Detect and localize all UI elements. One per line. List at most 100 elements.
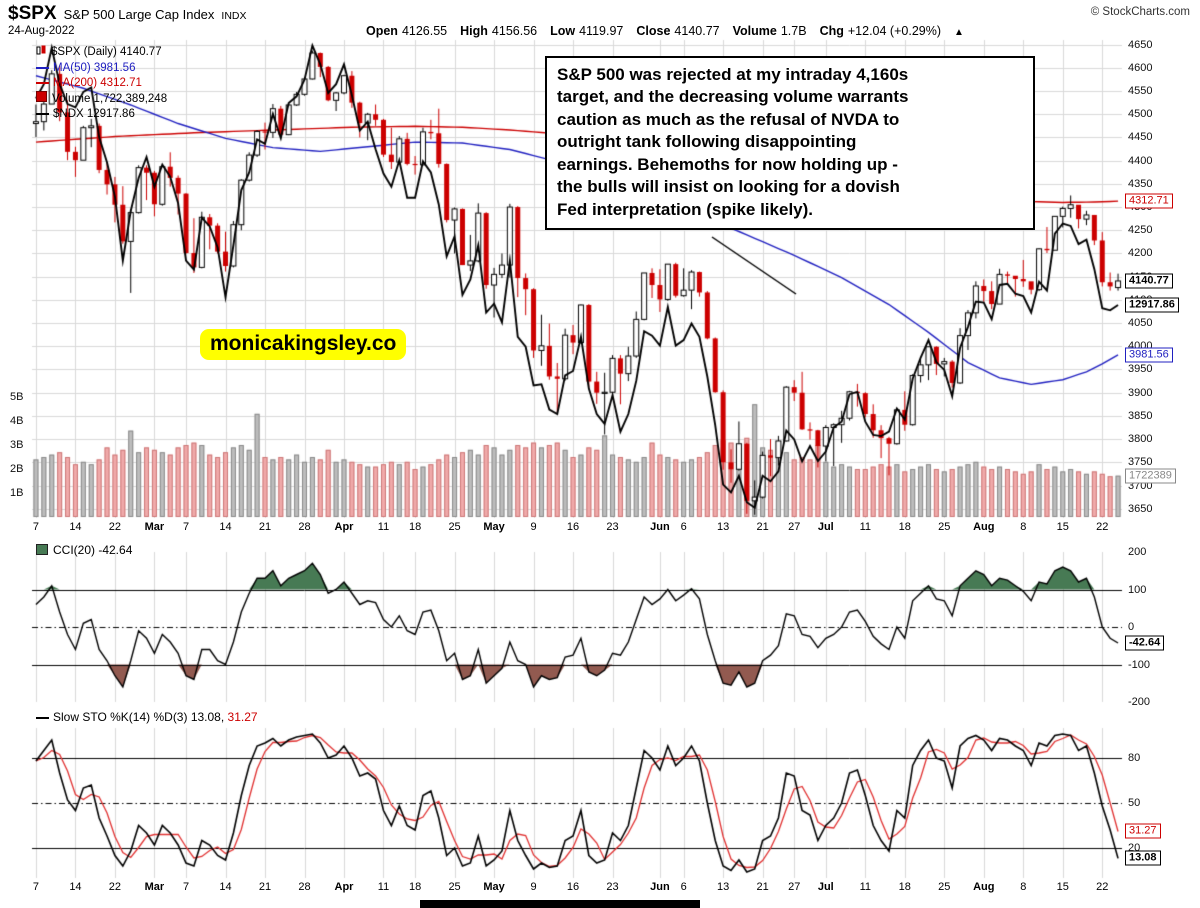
legend-spx: $SPX (Daily) 4140.77 [51,46,162,58]
annotation-line: outright tank following disappointing [557,132,857,152]
x-axis-label: 8 [1020,521,1027,533]
volume-axis-label: 5B [10,391,24,403]
x-axis-label: 6 [680,521,687,533]
axis-callout: 4312.71 [1125,193,1173,209]
ma200-line-icon [36,81,49,84]
sto-line-icon [36,716,49,719]
quote-bar: Open 4126.55 High 4156.56 Low 4119.97 Close 414… [366,24,964,38]
index-name: S&P 500 Large Cap Index [63,7,215,22]
quote-value: 1.7B [780,24,807,38]
sto-label-red: 31.27 [227,710,258,724]
x-axis-label: Jul [817,881,834,893]
x-axis-label: 21 [258,881,272,893]
x-axis-label: 18 [898,881,911,893]
axis-callout: 13.08 [1125,850,1161,866]
x-axis-label: 7 [182,521,190,533]
legend-ndx-row: $NDX 12917.86 [36,107,167,122]
cci-icon [36,544,48,555]
chart-date: 24-Aug-2022 [8,25,75,37]
x-axis-label: 21 [756,881,769,893]
x-axis-label: 15 [1056,521,1069,533]
cci-label-text: CCI(20) -42.64 [53,543,133,557]
x-axis-label: Apr [334,881,354,893]
quote-label: Volume [732,24,777,38]
annotation-line: caution as much as the refusal of NVDA t… [557,109,900,129]
annotation-line: target, and the decreasing volume warran… [557,87,909,107]
axis-callout: -42.64 [1125,635,1165,651]
x-axis-label: 25 [938,881,951,893]
x-axis-label: Mar [144,521,165,533]
price-axis-label: 4500 [1128,108,1153,121]
x-axis-label: 7 [32,881,39,893]
x-axis-label: 25 [938,521,951,533]
x-axis-label: Apr [334,521,354,533]
ma50-line-icon [36,66,49,69]
quote-label: Chg [819,24,844,38]
legend-ma50-row: MA(50) 3981.56 [36,61,167,76]
quote-label: Close [636,24,671,38]
header: $SPX S&P 500 Large Cap Index INDX [8,3,247,25]
x-axis-label: 8 [1020,881,1027,893]
x-axis-label: 11 [377,521,390,533]
x-axis-label: 7 [182,881,190,893]
x-axis-label: 9 [530,881,537,893]
cci-axis-label: 0 [1128,621,1135,633]
sto-axis-label: 50 [1128,797,1141,809]
x-axis-label: May [483,881,505,893]
x-axis-label: 18 [408,881,422,893]
x-axis-label: 11 [859,521,871,533]
x-axis-label: 25 [448,881,461,893]
x-axis-label: 22 [108,521,122,533]
x-axis-label: 22 [1096,521,1109,533]
x-axis-label: 16 [566,521,580,533]
cci-axis-label: -200 [1128,696,1151,708]
quote-label: Low [550,24,576,38]
annotation-line: S&P 500 was rejected at my intraday 4,16… [557,65,909,84]
volume-axis-label: 1B [10,487,24,499]
x-axis-label: 11 [377,881,390,893]
x-axis-label: 22 [1096,881,1109,893]
x-axis-label: 27 [788,881,801,893]
price-axis-label: 4050 [1128,317,1153,330]
x-axis-label: 18 [408,521,422,533]
x-axis-label: 13 [716,521,730,533]
ndx-line-icon [36,112,49,115]
x-axis-label: Aug [973,881,995,893]
legend-ndx: $NDX 12917.86 [53,108,135,120]
price-axis-label: 3650 [1128,502,1153,515]
legend-volume-row: Volume 1,722,389,248 [36,91,167,107]
price-axis-label: 4600 [1128,61,1153,74]
volume-axis-label: 2B [10,463,24,475]
x-axis-label: 15 [1056,881,1069,893]
legend: $SPX (Daily) 4140.77 MA(50) 3981.56 MA(2… [36,45,167,122]
quote-value: 4126.55 [401,24,448,38]
x-axis-label: 14 [219,881,232,893]
price-axis-label: 3750 [1128,456,1153,469]
price-axis-label: 4250 [1128,224,1153,237]
price-axis-label: 4400 [1128,154,1153,167]
quote-value: 4156.56 [491,24,538,38]
annotation-line: the bulls will insist on looking for a d… [557,177,900,197]
candlestick-icon [36,45,47,61]
quote-label: High [460,24,488,38]
annotation-line: Fed interpretation (spike likely). [557,199,814,219]
axis-callout: 12917.86 [1125,297,1179,313]
quote-label: Open [366,24,398,38]
x-axis-label: 16 [566,881,580,893]
legend-spx-row: $SPX (Daily) 4140.77 [36,45,167,61]
volume-icon [36,91,47,102]
x-axis-label: 25 [448,521,461,533]
sto-label: Slow STO %K(14) %D(3) 13.08, 31.27 [36,710,258,724]
x-axis-label: Mar [144,881,165,893]
x-axis-label: 13 [716,881,730,893]
cci-axis-label: -100 [1128,658,1151,671]
price-axis-label: 4650 [1128,38,1153,51]
x-axis-label: 23 [606,881,619,893]
x-axis-label: 9 [530,521,537,533]
symbol: $SPX [8,3,57,24]
x-axis-label: 14 [69,881,82,893]
x-axis-label: 21 [258,521,272,533]
axis-callout: 1722389 [1125,468,1176,484]
price-axis-label: 4350 [1128,177,1153,190]
